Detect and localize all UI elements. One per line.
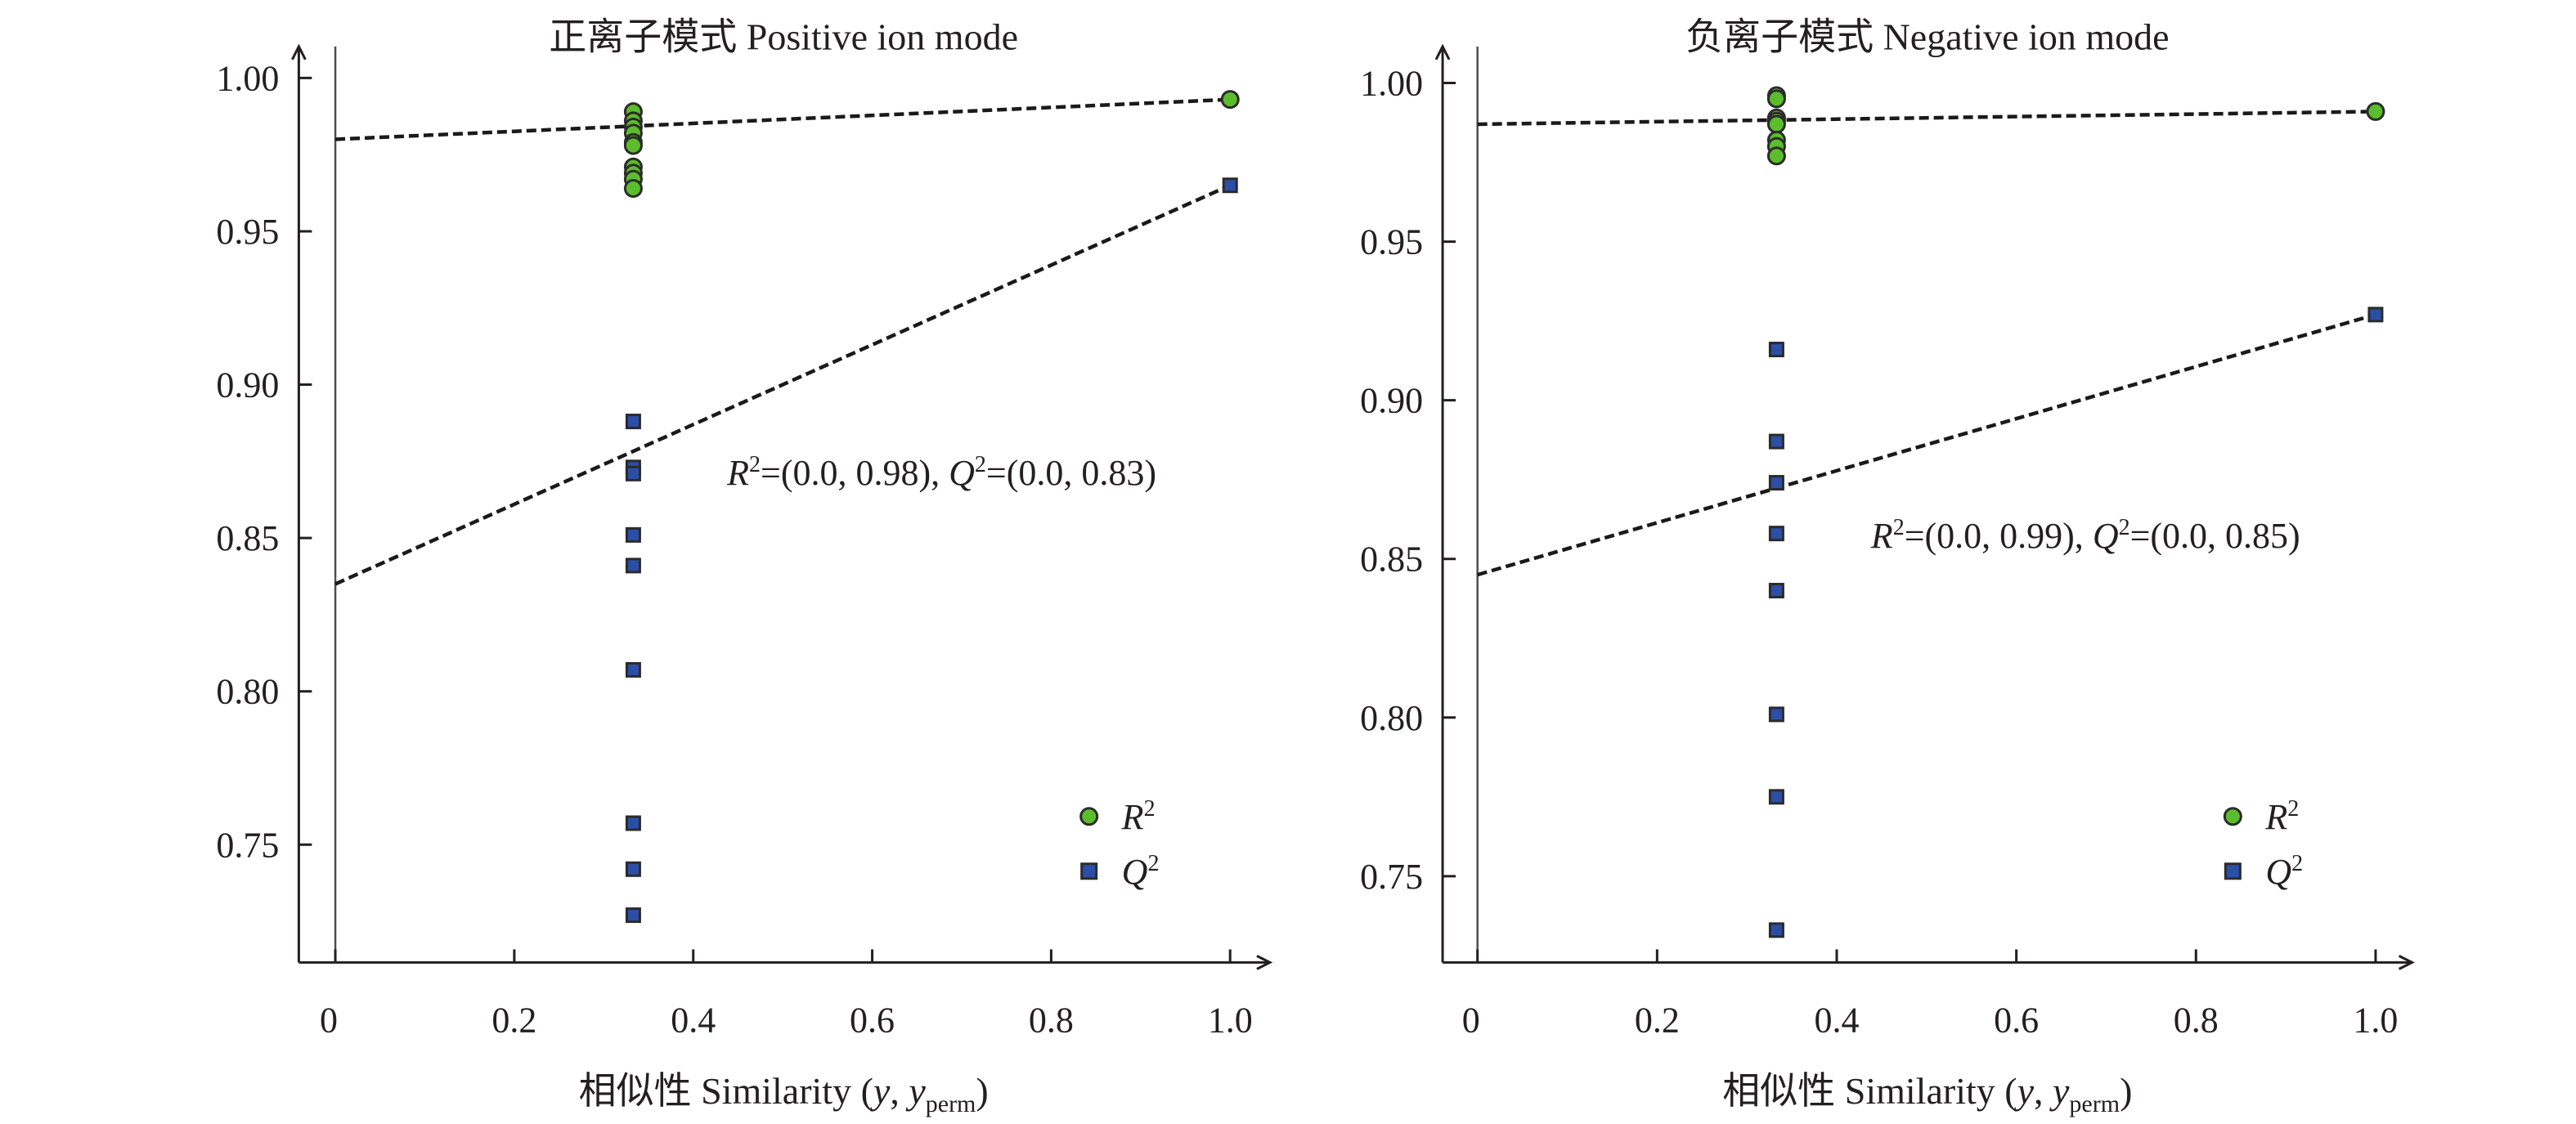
x-axis-label: 相似性 Similarity (y, yperm) (579, 1070, 989, 1117)
data-point-q2 (625, 661, 641, 678)
data-point-q2 (625, 526, 641, 543)
x-tick-label: 0 (320, 1001, 338, 1041)
data-point-r2 (623, 136, 643, 155)
data-point-r2 (623, 178, 643, 198)
legend-q2-marker-icon (1080, 862, 1098, 880)
x-tick-label: 0.6 (850, 1001, 895, 1041)
data-point-q2 (625, 907, 641, 924)
chart-title: 正离子模式 Positive ion mode (549, 16, 1018, 58)
legend-r2-marker-icon (2223, 807, 2242, 826)
data-point-q2 (2367, 307, 2384, 323)
x-tick-label: 0 (1462, 1001, 1480, 1041)
legend-r2-label: R2 (2264, 796, 2299, 837)
x-tick-label: 0.2 (1635, 1001, 1680, 1041)
panel-negative-ion-mode: 负离子模式 Negative ion mode0.750.800.850.900… (1360, 16, 2415, 1117)
legend-r2-label: R2 (1121, 796, 1156, 837)
y-tick-label: 0.85 (216, 518, 279, 558)
data-point-r2 (1766, 114, 1786, 134)
x-tick-label: 0.8 (1029, 1001, 1074, 1041)
chart-title: 负离子模式 Negative ion mode (1685, 16, 2170, 58)
data-point-q2 (1768, 706, 1784, 723)
x-tick-label: 0.8 (2174, 1001, 2219, 1041)
data-point-q2 (1768, 342, 1784, 358)
data-point-q2 (625, 465, 641, 481)
legend-q2-marker-icon (2224, 862, 2242, 880)
data-point-r2 (1220, 90, 1240, 110)
y-tick-label: 0.95 (216, 212, 279, 252)
data-point-q2 (1768, 526, 1784, 542)
y-tick-label: 0.80 (216, 672, 279, 712)
y-tick-label: 0.90 (216, 365, 279, 405)
trend-line-r2 (334, 97, 1231, 141)
data-point-q2 (1768, 475, 1784, 491)
trend-line-q2 (1477, 312, 2376, 577)
y-tick-label: 1.00 (1360, 64, 1423, 104)
data-point-q2 (1768, 922, 1784, 938)
x-tick-label: 0.6 (1994, 1001, 2039, 1041)
legend-r2-marker-icon (1079, 807, 1099, 826)
x-tick-label: 1.0 (1208, 1001, 1253, 1041)
data-point-r2 (1766, 89, 1786, 109)
x-tick-label: 1.0 (2353, 1001, 2398, 1041)
y-tick-label: 0.95 (1360, 222, 1423, 262)
data-point-q2 (625, 558, 641, 574)
x-axis-arrow-icon (1256, 955, 1273, 970)
x-tick-label: 0.4 (1814, 1001, 1859, 1041)
data-point-q2 (1222, 177, 1238, 194)
trend-line-q2 (334, 183, 1232, 586)
data-point-r2 (2366, 101, 2385, 121)
x-axis-arrow-icon (2398, 955, 2415, 970)
y-tick-label: 0.80 (1360, 698, 1423, 738)
y-tick-label: 1.00 (216, 58, 279, 98)
x-tick-label: 0.4 (671, 1001, 716, 1041)
data-point-q2 (625, 815, 641, 831)
data-point-q2 (625, 414, 641, 430)
trend-line-r2 (1477, 110, 2376, 127)
fit-annotation: R2=(0.0, 0.98), Q2=(0.0, 0.83) (726, 452, 1156, 493)
y-tick-label: 0.75 (216, 825, 279, 865)
legend-q2-label: Q2 (2265, 851, 2303, 892)
y-tick-label: 0.90 (1360, 381, 1423, 421)
x-axis-label: 相似性 Similarity (y, yperm) (1722, 1070, 2132, 1117)
data-point-q2 (1768, 583, 1784, 599)
panel-positive-ion-mode: 正离子模式 Positive ion mode0.750.800.850.900… (216, 16, 1273, 1117)
y-axis-arrow-icon (291, 43, 307, 60)
data-point-q2 (1768, 789, 1784, 805)
fit-annotation: R2=(0.0, 0.99), Q2=(0.0, 0.85) (1870, 515, 2300, 556)
y-tick-label: 0.75 (1360, 857, 1423, 897)
legend-q2-label: Q2 (1122, 851, 1160, 892)
data-point-r2 (1766, 146, 1786, 166)
y-axis-arrow-icon (1434, 43, 1451, 60)
data-point-q2 (625, 861, 641, 877)
x-tick-label: 0.2 (491, 1001, 536, 1041)
y-tick-label: 0.85 (1360, 540, 1423, 580)
data-point-q2 (1768, 433, 1784, 450)
